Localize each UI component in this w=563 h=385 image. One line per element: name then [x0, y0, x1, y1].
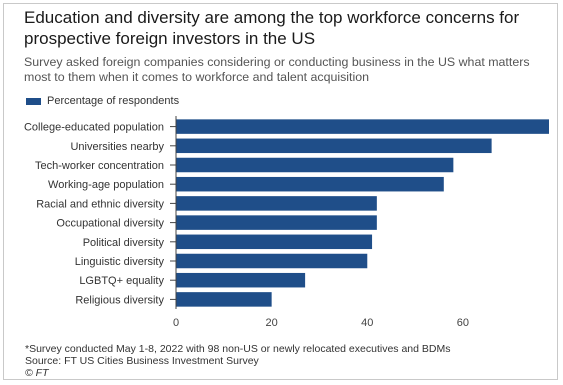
chart-title: Education and diversity are among the to…: [24, 8, 520, 48]
category-label: Occupational diversity: [56, 218, 164, 230]
footnote: *Survey conducted May 1-8, 2022 with 98 …: [25, 343, 451, 355]
category-label: Linguistic diversity: [75, 256, 165, 268]
category-label: College-educated population: [24, 122, 164, 134]
source-note: Source: FT US Cities Business Investment…: [25, 355, 259, 367]
category-label: Political diversity: [83, 237, 165, 249]
category-label: Tech-worker concentration: [35, 160, 164, 172]
bar: [176, 157, 454, 173]
category-label: Religious diversity: [75, 294, 164, 306]
bar: [176, 234, 373, 250]
category-label: Racial and ethnic diversity: [36, 198, 164, 210]
bar: [176, 253, 368, 269]
copyright: © FT: [25, 367, 49, 379]
legend-label: Percentage of respondents: [47, 95, 180, 107]
bar: [176, 292, 272, 307]
legend-swatch: [26, 97, 41, 105]
x-tick-label: 40: [361, 317, 373, 329]
legend: Percentage of respondents: [26, 94, 179, 108]
bar: [176, 138, 492, 154]
chart-subtitle: Survey asked foreign companies consideri…: [24, 55, 530, 84]
x-tick-label: 60: [457, 317, 469, 329]
chart-footer: *Survey conducted May 1-8, 2022 with 98 …: [25, 343, 545, 379]
x-tick-label: 0: [173, 317, 179, 329]
bar: [176, 176, 444, 192]
bar: [176, 272, 306, 288]
x-tick-label: 20: [266, 317, 278, 329]
bar: [176, 215, 377, 230]
category-label: Universities nearby: [70, 141, 164, 153]
bar: [176, 119, 549, 134]
chart-frame: [3, 3, 558, 380]
category-label: Working-age population: [48, 179, 164, 191]
bar: [176, 196, 377, 211]
category-label: LGBTQ+ equality: [79, 275, 164, 287]
